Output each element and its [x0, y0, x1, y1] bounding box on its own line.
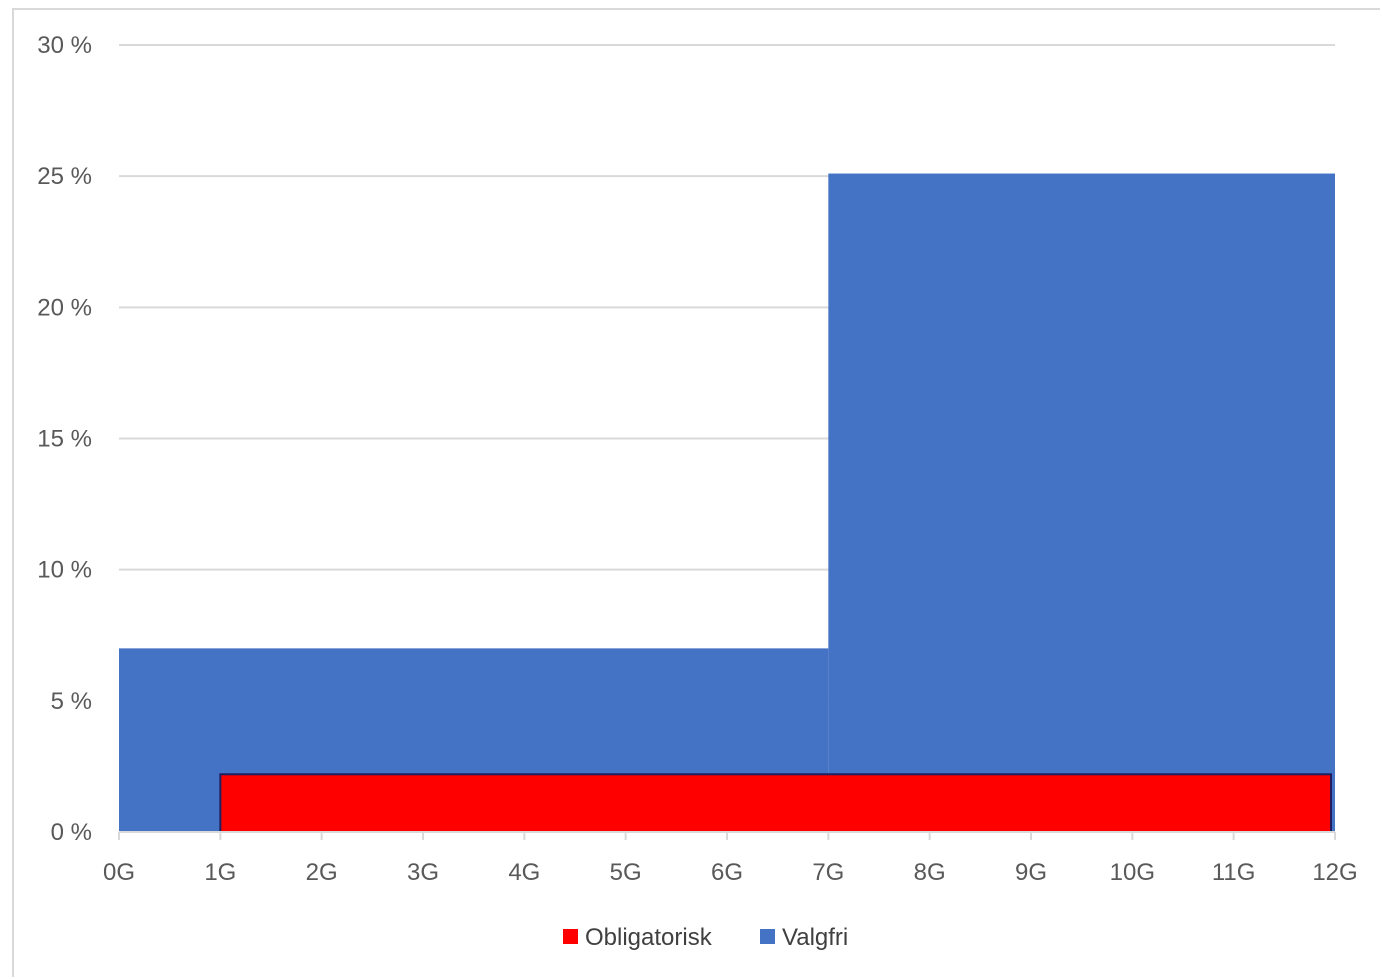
- y-tick-label: 10 %: [37, 557, 92, 584]
- area-step: [219, 773, 1332, 834]
- legend-label: Valgfri: [782, 924, 848, 951]
- y-tick-label: 25 %: [37, 163, 92, 190]
- series-valgfri: [119, 173, 1335, 832]
- x-tick-label: 8G: [914, 859, 946, 886]
- y-tick-label: 20 %: [37, 294, 92, 321]
- x-axis: 0G 1G 2G 3G 4G 5G 6G 7G 8G 9G 10G 11G 12G: [103, 831, 1358, 886]
- x-tick-label: 7G: [812, 859, 844, 886]
- x-tick-label: 1G: [204, 859, 236, 886]
- series-obligatorisk: [219, 773, 1332, 834]
- x-tick-label: 3G: [407, 859, 439, 886]
- x-tick-label: 10G: [1110, 859, 1155, 886]
- y-tick-label: 0 %: [51, 819, 92, 846]
- y-tick-label: 5 %: [51, 688, 92, 715]
- x-tick-label: 5G: [610, 859, 642, 886]
- y-tick-label: 30 %: [37, 32, 92, 59]
- x-tick-label: 6G: [711, 859, 743, 886]
- legend: Obligatorisk Valgfri: [563, 924, 848, 951]
- y-axis-ticks: 0 % 5 % 10 % 15 % 20 % 25 % 30 %: [37, 32, 92, 846]
- x-tick-label: 9G: [1015, 859, 1047, 886]
- x-tick-label: 0G: [103, 859, 135, 886]
- legend-swatch: [760, 929, 775, 944]
- x-tick-label: 12G: [1312, 859, 1357, 886]
- chart-frame: [12, 8, 1380, 977]
- series-layer: [119, 173, 1335, 834]
- legend-swatch: [563, 929, 578, 944]
- area-step: [828, 173, 1335, 832]
- legend-label: Obligatorisk: [585, 924, 713, 951]
- y-tick-label: 15 %: [37, 426, 92, 453]
- x-tick-label: 11G: [1212, 859, 1256, 886]
- x-tick-label: 4G: [508, 859, 540, 886]
- x-tick-label: 2G: [306, 859, 338, 886]
